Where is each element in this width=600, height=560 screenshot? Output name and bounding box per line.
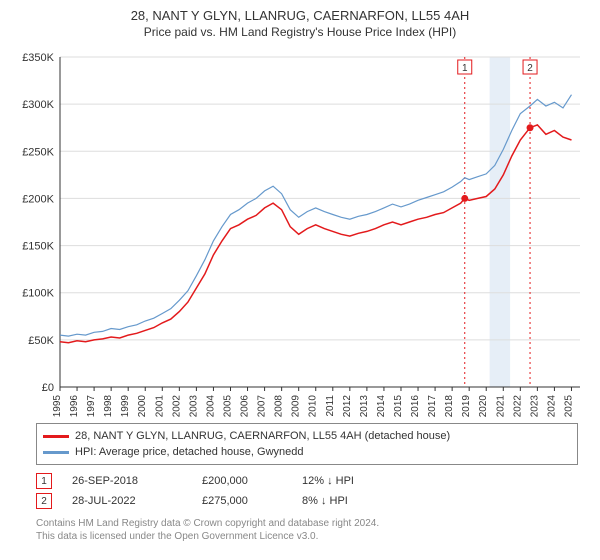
- x-tick-label: 2011: [325, 395, 336, 417]
- line-chart-svg: £0 £50K £100K £150K £200K £250K £300K £350K 1995…: [10, 47, 590, 417]
- x-tick-label: 2000: [137, 395, 148, 417]
- y-tick-label: £250K: [22, 146, 54, 158]
- sale-marker-dot: [527, 124, 534, 131]
- x-tick-label: 2007: [257, 395, 268, 417]
- sale-row: 2 28-JUL-2022£275,0008% ↓ HPI: [36, 491, 578, 511]
- sale-row-price: £275,000: [202, 495, 302, 507]
- x-tick-label: 2003: [188, 395, 199, 417]
- sales-table: 1 26-SEP-2018£200,00012% ↓ HPI 2 28-JUL-202…: [36, 471, 578, 511]
- legend-swatch: [43, 435, 69, 438]
- sale-row-price: £200,000: [202, 475, 302, 487]
- x-tick-label: 2001: [154, 395, 165, 417]
- x-tick-label: 2006: [240, 395, 251, 417]
- sale-marker-num: 1: [462, 63, 468, 74]
- x-tick-label: 2023: [529, 395, 540, 417]
- y-tick-label: £150K: [22, 241, 54, 253]
- legend-label: HPI: Average price, detached house, Gwyn…: [75, 446, 304, 458]
- x-tick-label: 2012: [342, 395, 353, 417]
- x-tick-label: 1995: [52, 395, 63, 417]
- credit-line-1: Contains HM Land Registry data © Crown c…: [36, 517, 578, 530]
- x-tick-label: 2014: [376, 395, 387, 417]
- y-tick-label: £350K: [22, 52, 54, 64]
- x-tick-label: 1999: [120, 395, 131, 417]
- credit-line-2: This data is licensed under the Open Gov…: [36, 530, 578, 543]
- sale-marker-dot: [461, 195, 468, 202]
- sale-row-num: 2: [36, 493, 52, 509]
- x-tick-label: 2017: [427, 395, 438, 417]
- y-tick-label: £200K: [22, 193, 54, 205]
- x-tick-label: 2009: [291, 395, 302, 417]
- y-tick-label: £300K: [22, 99, 54, 111]
- legend-row: 28, NANT Y GLYN, LLANRUG, CAERNARFON, LL…: [43, 428, 571, 444]
- sale-row: 1 26-SEP-2018£200,00012% ↓ HPI: [36, 471, 578, 491]
- x-tick-label: 2004: [205, 395, 216, 417]
- x-tick-label: 2002: [171, 395, 182, 417]
- x-tick-label: 2005: [222, 395, 233, 417]
- sale-row-delta: 8% ↓ HPI: [302, 495, 402, 507]
- sale-row-date: 26-SEP-2018: [72, 475, 202, 487]
- legend-label: 28, NANT Y GLYN, LLANRUG, CAERNARFON, LL…: [75, 430, 450, 442]
- x-tick-label: 2015: [393, 395, 404, 417]
- y-tick-label: £0: [42, 382, 54, 394]
- sale-row-date: 28-JUL-2022: [72, 495, 202, 507]
- x-tick-label: 2013: [359, 395, 370, 417]
- x-tick-label: 2008: [274, 395, 285, 417]
- x-tick-label: 1997: [86, 395, 97, 417]
- sale-marker-num: 2: [527, 63, 533, 74]
- x-tick-label: 2018: [444, 395, 455, 417]
- chart-area: £0 £50K £100K £150K £200K £250K £300K £350K 1995…: [10, 47, 570, 417]
- legend: 28, NANT Y GLYN, LLANRUG, CAERNARFON, LL…: [36, 423, 578, 465]
- sale-row-num: 1: [36, 473, 52, 489]
- x-tick-label: 2010: [308, 395, 319, 417]
- x-tick-label: 2022: [512, 395, 523, 417]
- x-tick-label: 2024: [546, 395, 557, 417]
- y-tick-label: £50K: [28, 335, 54, 347]
- x-tick-label: 2016: [410, 395, 421, 417]
- x-tick-label: 1996: [69, 395, 80, 417]
- highlight-band: [490, 57, 510, 387]
- chart-subtitle: Price paid vs. HM Land Registry's House …: [0, 25, 600, 39]
- x-tick-label: 2020: [478, 395, 489, 417]
- legend-swatch: [43, 451, 69, 454]
- sale-row-delta: 12% ↓ HPI: [302, 475, 402, 487]
- x-tick-label: 2019: [461, 395, 472, 417]
- credits: Contains HM Land Registry data © Crown c…: [36, 517, 578, 543]
- x-tick-label: 2025: [563, 395, 574, 417]
- legend-row: HPI: Average price, detached house, Gwyn…: [43, 444, 571, 460]
- y-tick-label: £100K: [22, 288, 54, 300]
- x-tick-label: 1998: [103, 395, 114, 417]
- chart-title: 28, NANT Y GLYN, LLANRUG, CAERNARFON, LL…: [0, 8, 600, 23]
- x-tick-label: 2021: [495, 395, 506, 417]
